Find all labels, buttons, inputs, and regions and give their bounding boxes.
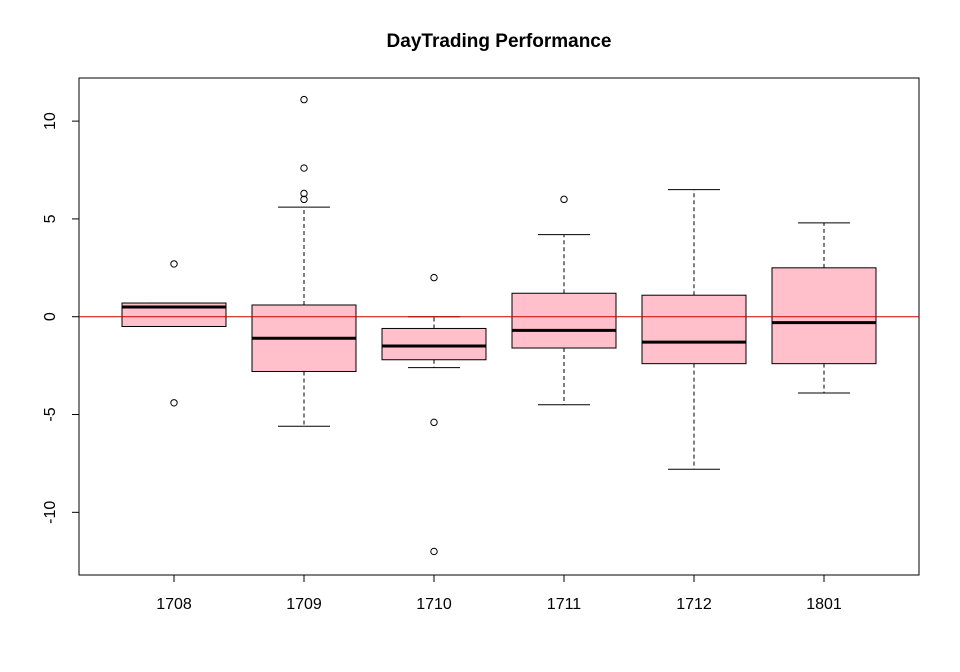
x-tick-label: 1801 [806,596,842,613]
box-1711 [511,195,617,406]
outlier-point [560,195,568,204]
outlier-point [300,195,308,204]
box-group [121,95,877,556]
outlier-point [430,418,438,427]
box-iqr [641,294,747,365]
box-iqr [381,327,487,361]
outlier-point [300,164,308,172]
box-1709 [251,95,357,427]
box-1801 [771,222,877,394]
y-tick-label: 0 [42,312,59,321]
y-tick-label: 5 [42,214,59,223]
box-iqr [121,302,227,328]
x-axis: 1708 1709 1710 1711 1712 1801 [156,574,842,613]
box-iqr [511,292,617,349]
x-tick-label: 1709 [286,596,322,613]
box-1710 [381,273,487,556]
outlier-point [300,95,308,104]
x-tick-label: 1710 [416,596,452,613]
chart-title: DayTrading Performance [387,31,612,52]
y-tick-label: -5 [42,407,59,421]
y-axis: -10 -5 0 5 10 [42,112,80,524]
outlier-point [170,260,178,268]
y-tick-label: -10 [42,501,59,524]
box-1708 [121,260,227,407]
x-tick-label: 1712 [676,596,712,613]
y-tick-label: 10 [42,112,59,130]
outlier-point [170,399,178,407]
outlier-point [430,273,438,282]
outlier-point [300,189,308,198]
x-tick-label: 1711 [547,596,582,613]
outlier-point [430,547,438,556]
box-iqr [771,267,877,365]
x-tick-label: 1708 [156,596,192,613]
box-1712 [641,189,747,470]
